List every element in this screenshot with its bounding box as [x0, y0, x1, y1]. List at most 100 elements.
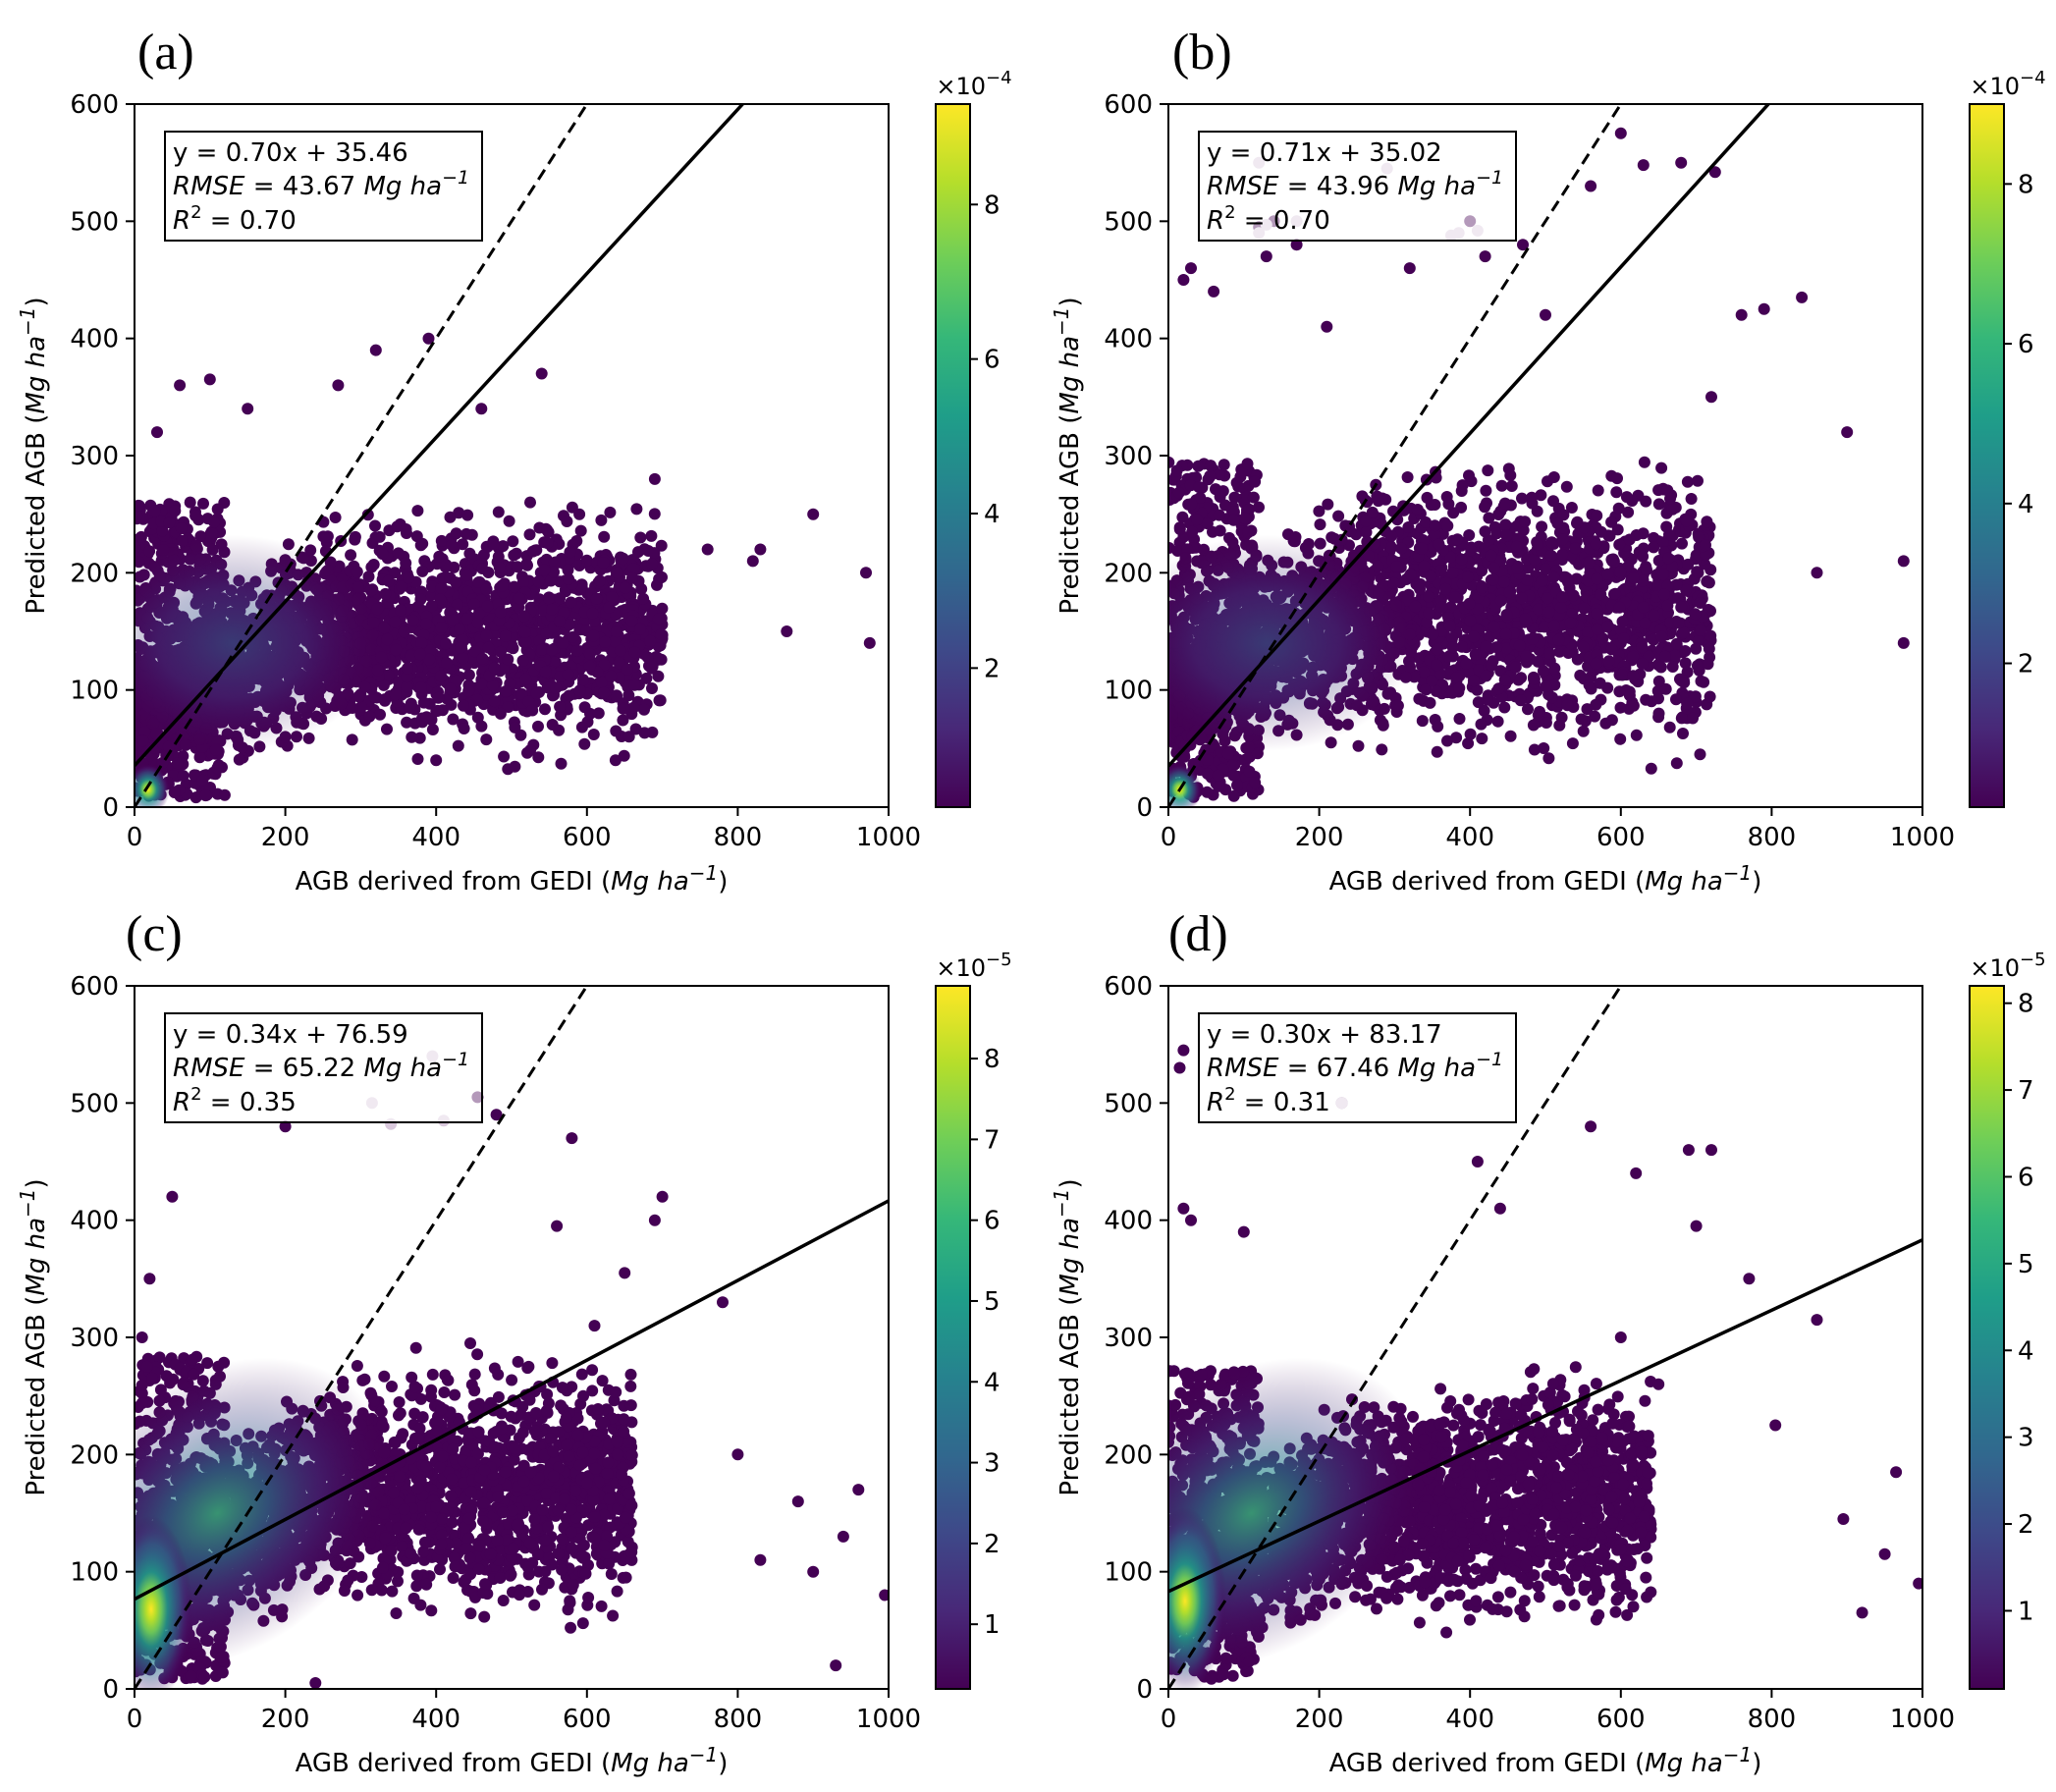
- scatter-point: [492, 506, 505, 518]
- scatter-point: [462, 684, 475, 697]
- scatter-point: [332, 379, 345, 392]
- scatter-point: [1577, 725, 1590, 737]
- scatter-point: [1654, 661, 1667, 674]
- scatter-point: [1693, 531, 1705, 543]
- r2-text: R2 = 0.70: [173, 202, 297, 236]
- scatter-point: [1429, 499, 1441, 511]
- scatter-point: [174, 379, 187, 392]
- scatter-point: [564, 546, 576, 559]
- scatter-point: [656, 570, 668, 583]
- scatter-point: [1526, 497, 1539, 510]
- scatter-point: [379, 587, 392, 600]
- scatter-point: [420, 711, 433, 724]
- scatter-point: [169, 505, 182, 517]
- scatter-point: [451, 598, 463, 611]
- scatter-point: [1528, 553, 1541, 566]
- scatter-point: [577, 674, 589, 686]
- scatter-point: [389, 567, 402, 579]
- scatter-point: [431, 704, 444, 717]
- scatter-point: [638, 703, 650, 716]
- scatter-point: [482, 641, 495, 654]
- scatter-point: [435, 582, 448, 595]
- scatter-point: [1675, 712, 1688, 725]
- scatter-point: [573, 684, 586, 697]
- scatter-point: [426, 724, 439, 735]
- x-tick-label: 0: [127, 823, 143, 852]
- scatter-point: [548, 566, 560, 578]
- scatter-point: [539, 666, 552, 679]
- scatter-point: [468, 645, 481, 658]
- scatter-layer: [135, 104, 876, 807]
- scatter-point: [218, 788, 231, 801]
- scatter-point: [497, 662, 510, 675]
- scatter-point: [539, 703, 551, 716]
- scatter-point: [549, 656, 562, 669]
- y-tick-label: 100: [70, 677, 119, 706]
- scatter-point: [1614, 733, 1627, 745]
- scatter-point: [521, 559, 533, 571]
- rmse-text: RMSE = 43.67 Mg ha−1: [173, 167, 469, 201]
- scatter-point: [500, 629, 512, 642]
- scatter-point: [567, 630, 579, 643]
- scatter-point: [346, 733, 358, 746]
- scatter-point: [638, 727, 651, 739]
- scatter-point: [406, 614, 419, 626]
- scatter-point: [655, 628, 668, 641]
- scatter-point: [532, 720, 544, 733]
- scatter-point: [1504, 730, 1517, 742]
- scatter-point: [502, 653, 514, 666]
- scatter-point: [433, 550, 446, 563]
- scatter-point: [392, 547, 405, 560]
- scatter-point: [481, 600, 494, 613]
- scatter-point: [317, 530, 330, 543]
- scatter-point: [1623, 685, 1636, 698]
- colorbar-tick-label: 6: [984, 346, 1001, 375]
- scatter-point: [583, 660, 596, 673]
- scatter-point: [135, 510, 143, 522]
- scatter-point: [1360, 526, 1373, 539]
- scatter-point: [1391, 699, 1404, 712]
- scatter-point: [1704, 629, 1717, 642]
- scatter-point: [614, 644, 626, 657]
- scatter-point: [583, 647, 596, 660]
- scatter-point: [162, 740, 175, 753]
- scatter-point: [1401, 471, 1414, 483]
- scatter-point: [807, 508, 820, 520]
- x-tick-label: 400: [411, 823, 460, 852]
- scatter-point: [1681, 475, 1694, 488]
- scatter-point: [622, 731, 635, 743]
- scatter-point: [644, 634, 657, 647]
- scatter-point: [441, 657, 453, 670]
- scatter-point: [1491, 715, 1504, 728]
- scatter-point: [578, 701, 591, 714]
- scatter-point: [135, 530, 147, 543]
- scatter-point: [609, 635, 622, 648]
- x-tick-label: 200: [261, 823, 310, 852]
- scatter-point: [1495, 479, 1508, 492]
- scatter-point: [595, 514, 608, 526]
- stats-box: [164, 131, 483, 242]
- scatter-point: [546, 643, 559, 656]
- scatter-point: [329, 512, 342, 523]
- scatter-point: [611, 567, 623, 579]
- scatter-point: [135, 499, 144, 512]
- scatter-point: [1441, 519, 1454, 532]
- scatter-point: [509, 760, 521, 773]
- scatter-point: [432, 691, 445, 704]
- scatter-point: [457, 652, 469, 665]
- scatter-point: [487, 538, 500, 551]
- scatter-point: [746, 555, 759, 568]
- scatter-point: [488, 695, 501, 708]
- scatter-point: [618, 749, 630, 762]
- scatter-point: [1536, 520, 1548, 533]
- scatter-point: [502, 701, 514, 713]
- scatter-point: [1498, 701, 1511, 714]
- scatter-point: [1482, 464, 1494, 477]
- scatter-point: [362, 570, 375, 583]
- scatter-point: [1440, 491, 1453, 503]
- scatter-point: [563, 689, 575, 702]
- scatter-point: [1480, 484, 1492, 497]
- scatter-point: [1462, 737, 1475, 750]
- scatter-point: [611, 625, 622, 638]
- scatter-point: [463, 547, 476, 560]
